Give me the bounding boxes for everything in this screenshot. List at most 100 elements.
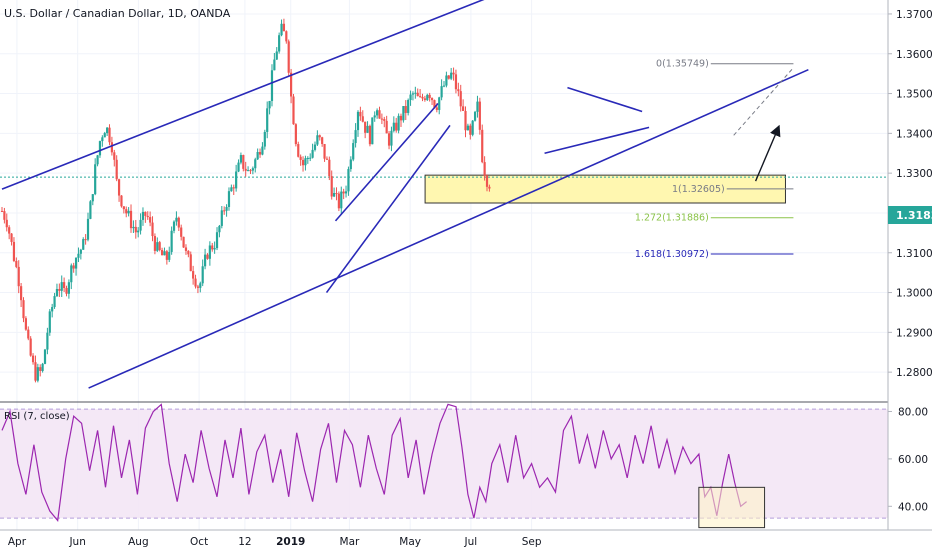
candle [459, 84, 462, 112]
candle [144, 211, 147, 223]
candle [419, 89, 422, 98]
candle [65, 285, 68, 297]
candle [24, 316, 27, 331]
candle [115, 155, 118, 182]
candle [34, 355, 37, 383]
candle [89, 200, 92, 220]
candle [452, 67, 455, 81]
chart-title[interactable]: U.S. Dollar / Canadian Dollar, 1D, OANDA [4, 7, 231, 20]
candle [206, 253, 209, 260]
candle [55, 283, 59, 298]
candle [368, 124, 372, 147]
fib-trend-dashed[interactable] [733, 67, 794, 136]
candle [51, 303, 54, 318]
candle [306, 156, 309, 164]
candle [158, 240, 161, 252]
candle [246, 166, 250, 172]
support-zone[interactable] [424, 174, 786, 204]
candle [254, 157, 257, 173]
rsi-highlight-box[interactable] [698, 486, 766, 529]
candle [3, 207, 6, 224]
candle [177, 216, 180, 231]
rsi-tick-label: 80.00 [898, 406, 928, 418]
trendline-triangle-upper[interactable] [567, 86, 643, 113]
time-tick-label: 2019 [276, 536, 305, 548]
candle [256, 148, 259, 160]
candle [208, 241, 211, 266]
trendline-wedge-lower[interactable] [325, 124, 451, 294]
trendline-wedge-upper[interactable] [334, 102, 439, 222]
candle [180, 224, 183, 241]
trendline-lower-channel[interactable] [88, 68, 809, 389]
candle [218, 224, 221, 238]
trendline-triangle-lower[interactable] [544, 126, 650, 155]
candle [387, 131, 391, 150]
candle [106, 127, 109, 136]
candle [464, 106, 467, 138]
candle [227, 187, 231, 211]
candle [278, 32, 281, 54]
candle [168, 246, 171, 263]
candle [395, 117, 398, 133]
price-tick-label: 1.33000 [896, 168, 932, 180]
candle [287, 39, 290, 77]
candle [454, 69, 458, 94]
candle [423, 95, 426, 102]
candle [67, 279, 70, 299]
candle [378, 106, 381, 119]
candle [182, 236, 185, 248]
candle [149, 211, 152, 227]
candle [416, 88, 419, 97]
trendlines[interactable] [1, 0, 809, 389]
candle [170, 226, 173, 255]
time-scale[interactable]: Apr Jun Aug Oct 12 2019 Mar May Jul Sep [8, 536, 542, 548]
candle [266, 101, 269, 139]
candle [211, 242, 214, 252]
rsi-scale[interactable]: 80.00 60.00 40.00 [888, 406, 928, 513]
candle [139, 213, 142, 235]
candle [402, 106, 405, 123]
candle [31, 353, 35, 365]
price-tick-label: 1.36000 [896, 49, 932, 61]
candle [160, 247, 164, 256]
candle [96, 154, 99, 167]
candle [39, 364, 42, 377]
candle [60, 275, 63, 297]
projection-arrows[interactable] [733, 67, 794, 182]
projection-arrow[interactable] [754, 124, 781, 182]
price-tick-label: 1.34000 [896, 128, 932, 140]
candle [101, 135, 104, 147]
candle [232, 184, 235, 196]
candle [70, 263, 73, 290]
candle [364, 121, 367, 139]
candle [340, 186, 343, 215]
candle [8, 225, 11, 240]
candle [172, 220, 176, 234]
candle [285, 30, 288, 44]
candle [225, 204, 228, 217]
candle [399, 113, 403, 127]
last-price-label: 1.31830 [896, 209, 932, 222]
last-price-badge [888, 206, 932, 224]
trendline-upper-channel[interactable] [1, 0, 518, 190]
candle [359, 106, 362, 121]
candle [373, 111, 376, 122]
candle [273, 52, 276, 71]
candle [122, 206, 125, 214]
candle [12, 237, 16, 263]
candle [371, 117, 374, 145]
price-tick-label: 1.28000 [896, 367, 932, 379]
candle [187, 250, 190, 258]
candle [342, 188, 345, 200]
candle [237, 159, 240, 173]
candle [297, 141, 300, 158]
fibonacci-levels[interactable]: 0(1.35749) 1(1.32605) 1.272(1.31886) 1.618(… [635, 59, 794, 260]
rsi-tick-label: 60.00 [898, 454, 928, 466]
candle [5, 213, 8, 232]
candle [0, 206, 4, 212]
rsi-title[interactable]: RSI (7, close) [4, 411, 70, 422]
candle [270, 64, 274, 107]
candle [409, 90, 412, 106]
candle [275, 47, 278, 60]
